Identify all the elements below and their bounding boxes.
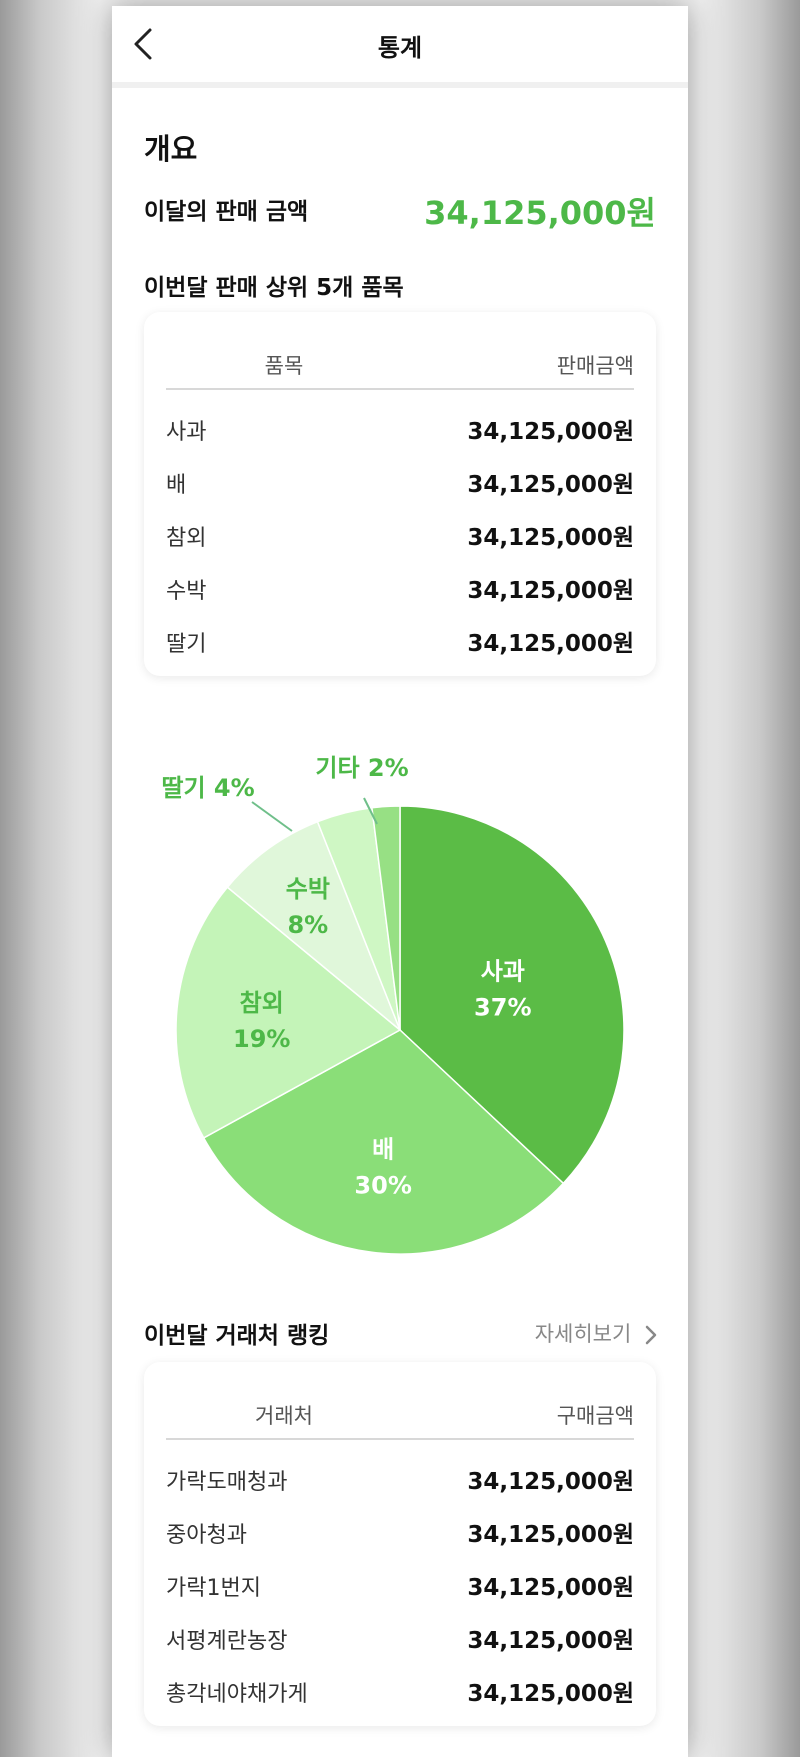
vendor-ranking-table: 거래처 구매금액 가락도매청과 34,125,000원 중아청과 34,125,… [144, 1362, 656, 1726]
top-items-title: 이번달 판매 상위 5개 품목 [144, 275, 404, 301]
pie-percent-label: 37% [474, 994, 531, 1022]
phone-screen: 통계 개요 이달의 판매 금액 34,125,000원 이번달 판매 상위 5개… [112, 6, 688, 1757]
column-header-item: 품목 [264, 354, 304, 378]
vendor-name: 가락1번지 [166, 1576, 261, 1601]
pie-percent-label: 30% [354, 1171, 411, 1199]
pie-leader-line [251, 801, 293, 832]
item-amount: 34,125,000원 [467, 472, 634, 498]
pie-slice-1 [202, 1029, 565, 1255]
item-amount: 34,125,000원 [467, 578, 634, 604]
vendor-amount: 34,125,000원 [467, 1575, 634, 1601]
monthly-sales-label: 이달의 판매 금액 [144, 199, 309, 225]
pie-outside-label: 기타 2% [315, 754, 408, 782]
pie-label: 수박 [286, 875, 330, 903]
chevron-right-icon [645, 1325, 657, 1345]
table-row: 수박 34,125,000원 [166, 563, 634, 616]
table-body: 가락도매청과 34,125,000원 중아청과 34,125,000원 가락1번… [166, 1454, 634, 1719]
app-header: 통계 [112, 6, 688, 88]
vendor-name: 중아청과 [166, 1523, 247, 1548]
column-header-vendor: 거래처 [255, 1404, 313, 1428]
vendor-amount: 34,125,000원 [467, 1522, 634, 1548]
page-title: 통계 [377, 34, 423, 62]
pie-label: 사과 [481, 958, 525, 986]
item-name: 사과 [166, 420, 207, 445]
item-name: 딸기 [166, 632, 207, 657]
pie-label: 참외 [240, 989, 284, 1017]
table-row: 딸기 34,125,000원 [166, 616, 634, 669]
vendor-name: 가락도매청과 [166, 1470, 288, 1495]
table-header: 거래처 구매금액 [166, 1382, 634, 1440]
pie-slice-2 [175, 886, 402, 1139]
item-name: 배 [166, 473, 187, 498]
pie-leader-line [363, 797, 378, 825]
item-name: 참외 [166, 526, 207, 551]
vendor-ranking-title: 이번달 거래처 랭킹 [144, 1323, 330, 1349]
view-details-label: 자세히보기 [534, 1322, 632, 1346]
table-row: 사과 34,125,000원 [166, 404, 634, 457]
pie-slice-3 [226, 820, 401, 1031]
pie-slice-5 [371, 805, 401, 1031]
sales-pie-chart: 사과 37% 배 30% 참외 19% 수박 8% 딸기 4% 기타 2% [161, 754, 625, 1255]
pie-slice-0 [399, 805, 625, 1185]
pie-outside-label: 딸기 4% [161, 774, 254, 802]
vendor-amount: 34,125,000원 [467, 1469, 634, 1495]
item-amount: 34,125,000원 [467, 631, 634, 657]
back-arrow-icon[interactable] [130, 26, 158, 62]
item-amount: 34,125,000원 [467, 419, 634, 445]
pie-percent-label: 19% [233, 1025, 290, 1053]
monthly-sales-amount: 34,125,000원 [424, 194, 656, 232]
table-row[interactable]: 총각네야채가게 34,125,000원 [166, 1666, 634, 1719]
table-row[interactable]: 가락도매청과 34,125,000원 [166, 1454, 634, 1507]
pie-label: 배 [372, 1135, 394, 1163]
vendor-amount: 34,125,000원 [467, 1628, 634, 1654]
column-header-amount: 판매금액 [556, 354, 634, 378]
item-amount: 34,125,000원 [467, 525, 634, 551]
pie-percent-label: 8% [287, 911, 328, 939]
table-row: 참외 34,125,000원 [166, 510, 634, 563]
item-name: 수박 [166, 579, 207, 604]
table-header: 품목 판매금액 [166, 332, 634, 390]
vendor-name: 서평계란농장 [166, 1629, 288, 1654]
table-body: 사과 34,125,000원 배 34,125,000원 참외 34,125,0… [166, 404, 634, 669]
vendor-name: 총각네야채가게 [166, 1682, 308, 1707]
vendor-amount: 34,125,000원 [467, 1681, 634, 1707]
table-row[interactable]: 중아청과 34,125,000원 [166, 1507, 634, 1560]
top-items-table: 품목 판매금액 사과 34,125,000원 배 34,125,000원 참외 … [144, 312, 656, 676]
view-details-link[interactable]: 자세히보기 [535, 1318, 658, 1348]
table-row[interactable]: 가락1번지 34,125,000원 [166, 1560, 634, 1613]
column-header-purchase-amount: 구매금액 [556, 1404, 634, 1428]
table-row[interactable]: 서평계란농장 34,125,000원 [166, 1613, 634, 1666]
table-row: 배 34,125,000원 [166, 457, 634, 510]
overview-title: 개요 [144, 132, 198, 166]
